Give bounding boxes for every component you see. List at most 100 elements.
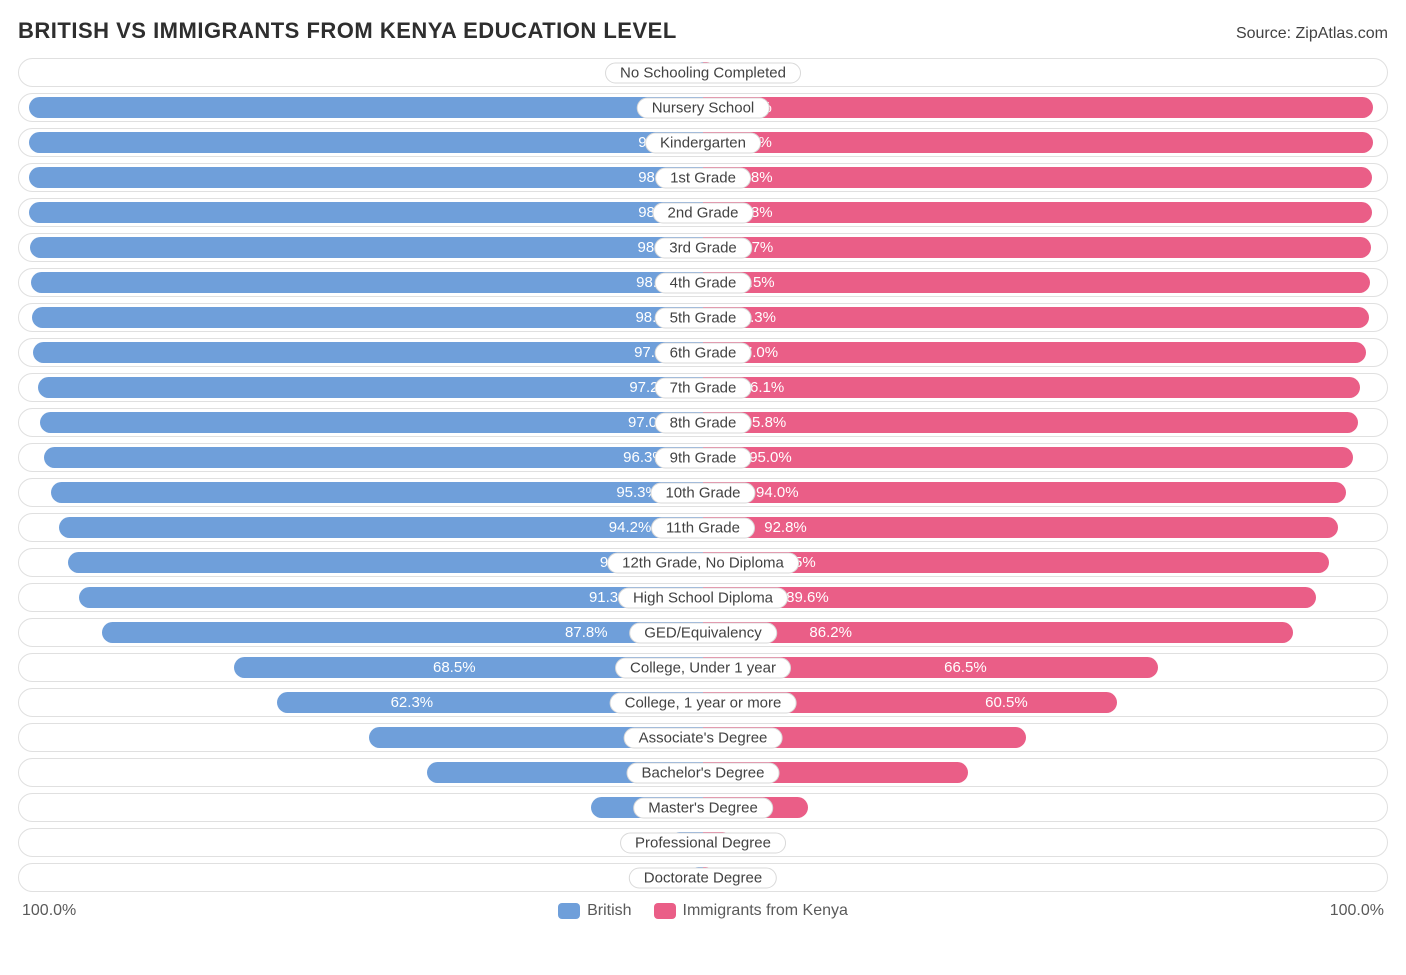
legend-item-left: British: [558, 902, 631, 920]
row-label: 1st Grade: [655, 167, 751, 188]
chart-row: 97.2%96.1%7th Grade: [18, 373, 1388, 402]
chart-container: BRITISH VS IMMIGRANTS FROM KENYA EDUCATI…: [0, 0, 1406, 930]
bar-right: [703, 377, 1360, 398]
row-label: GED/Equivalency: [629, 622, 777, 643]
row-label: 12th Grade, No Diploma: [607, 552, 799, 573]
chart-row: 87.8%86.2%GED/Equivalency: [18, 618, 1388, 647]
chart-row: 98.5%97.8%1st Grade: [18, 163, 1388, 192]
bar-left: [29, 202, 703, 223]
row-label: 8th Grade: [655, 412, 752, 433]
chart-row: 96.3%95.0%9th Grade: [18, 443, 1388, 472]
source: Source: ZipAtlas.com: [1236, 25, 1388, 43]
row-label: 10th Grade: [650, 482, 755, 503]
chart-row: 98.5%97.9%Kindergarten: [18, 128, 1388, 157]
row-label: Kindergarten: [645, 132, 761, 153]
chart-row: 2.2%1.9%Doctorate Degree: [18, 863, 1388, 892]
chart-row: 40.4% 38.8% Bachelor's Degree: [18, 758, 1388, 787]
chart-footer: 100.0% British Immigrants from Kenya 100…: [18, 902, 1388, 920]
bar-right: [703, 307, 1369, 328]
bar-right: [703, 412, 1358, 433]
row-label: Professional Degree: [620, 832, 786, 853]
bar-left: [102, 622, 703, 643]
bar-right: [703, 482, 1346, 503]
axis-max-right: 100.0%: [1330, 902, 1384, 920]
bar-left: [29, 132, 703, 153]
legend-item-right: Immigrants from Kenya: [654, 902, 848, 920]
chart-row: 98.5%97.9%Nursery School: [18, 93, 1388, 122]
bar-left: [79, 587, 703, 608]
chart-row: 62.3%60.5%College, 1 year or more: [18, 688, 1388, 717]
row-label: Doctorate Degree: [629, 867, 777, 888]
bar-left: [31, 272, 703, 293]
bar-right: [703, 272, 1370, 293]
source-name: ZipAtlas.com: [1296, 25, 1388, 42]
bar-left: [29, 97, 703, 118]
pct-left: 16.4%: [65, 797, 132, 818]
chart-row: 98.1%97.3%5th Grade: [18, 303, 1388, 332]
row-label: Bachelor's Degree: [627, 762, 780, 783]
bar-left: [30, 237, 703, 258]
bar-right: [703, 447, 1353, 468]
row-label: 11th Grade: [651, 517, 755, 538]
pct-right: 38.8%: [1122, 762, 1189, 783]
legend-label-right: Immigrants from Kenya: [683, 902, 848, 920]
row-label: College, 1 year or more: [610, 692, 797, 713]
bar-right: [703, 517, 1338, 538]
row-label: 5th Grade: [655, 307, 752, 328]
row-label: High School Diploma: [618, 587, 788, 608]
bar-right: [703, 97, 1373, 118]
chart-row: 48.9% 47.2% Associate's Degree: [18, 723, 1388, 752]
bar-right: [703, 622, 1293, 643]
chart-row: 94.2%92.8%11th Grade: [18, 513, 1388, 542]
row-label: 4th Grade: [655, 272, 752, 293]
legend-swatch-left: [558, 903, 580, 919]
chart-row: 5.0%4.4%Professional Degree: [18, 828, 1388, 857]
chart-row: 98.4%97.7%3rd Grade: [18, 233, 1388, 262]
chart-row: 68.5%66.5%College, Under 1 year: [18, 653, 1388, 682]
chart-row: 91.3%89.6%High School Diploma: [18, 583, 1388, 612]
row-label: 3rd Grade: [654, 237, 752, 258]
chart-rows: 1.5%2.1%No Schooling Completed 98.5%97.9%…: [18, 58, 1388, 892]
legend-label-left: British: [587, 902, 631, 920]
chart-row: 97.0%95.8%8th Grade: [18, 408, 1388, 437]
bar-left: [44, 447, 703, 468]
chart-row: 97.9%97.0%6th Grade: [18, 338, 1388, 367]
pct-right: 47.2%: [1064, 727, 1131, 748]
row-label: Associate's Degree: [624, 727, 783, 748]
chart-row: 98.5%97.8%2nd Grade: [18, 198, 1388, 227]
bar-left: [38, 377, 703, 398]
pct-right: 15.3%: [1282, 797, 1349, 818]
legend-swatch-right: [654, 903, 676, 919]
bar-right: [703, 237, 1371, 258]
bar-left: [32, 307, 703, 328]
row-label: College, Under 1 year: [615, 657, 791, 678]
bar-left: [51, 482, 703, 503]
bar-right: [703, 342, 1366, 363]
chart-row: 16.4% 15.3% Master's Degree: [18, 793, 1388, 822]
bar-right: [703, 587, 1316, 608]
bar-left: [33, 342, 703, 363]
bar-left: [29, 167, 703, 188]
chart-row: 1.5%2.1%No Schooling Completed: [18, 58, 1388, 87]
row-label: Master's Degree: [633, 797, 773, 818]
bar-right: [703, 167, 1372, 188]
bar-left: [59, 517, 703, 538]
chart-row: 92.9%91.5%12th Grade, No Diploma: [18, 548, 1388, 577]
row-label: 9th Grade: [655, 447, 752, 468]
bar-left: [40, 412, 703, 433]
row-label: Nursery School: [637, 97, 770, 118]
bar-right: [703, 202, 1372, 223]
header: BRITISH VS IMMIGRANTS FROM KENYA EDUCATI…: [18, 18, 1388, 44]
pct-left: 48.9%: [287, 727, 354, 748]
chart-title: BRITISH VS IMMIGRANTS FROM KENYA EDUCATI…: [18, 18, 677, 44]
row-label: No Schooling Completed: [605, 62, 801, 83]
legend: British Immigrants from Kenya: [558, 902, 848, 920]
chart-row: 98.2%97.5%4th Grade: [18, 268, 1388, 297]
source-label: Source:: [1236, 25, 1291, 42]
bar-right: [703, 132, 1373, 153]
pct-left: 40.4%: [229, 762, 296, 783]
row-label: 6th Grade: [655, 342, 752, 363]
row-label: 7th Grade: [655, 377, 752, 398]
row-label: 2nd Grade: [653, 202, 754, 223]
axis-max-left: 100.0%: [22, 902, 76, 920]
